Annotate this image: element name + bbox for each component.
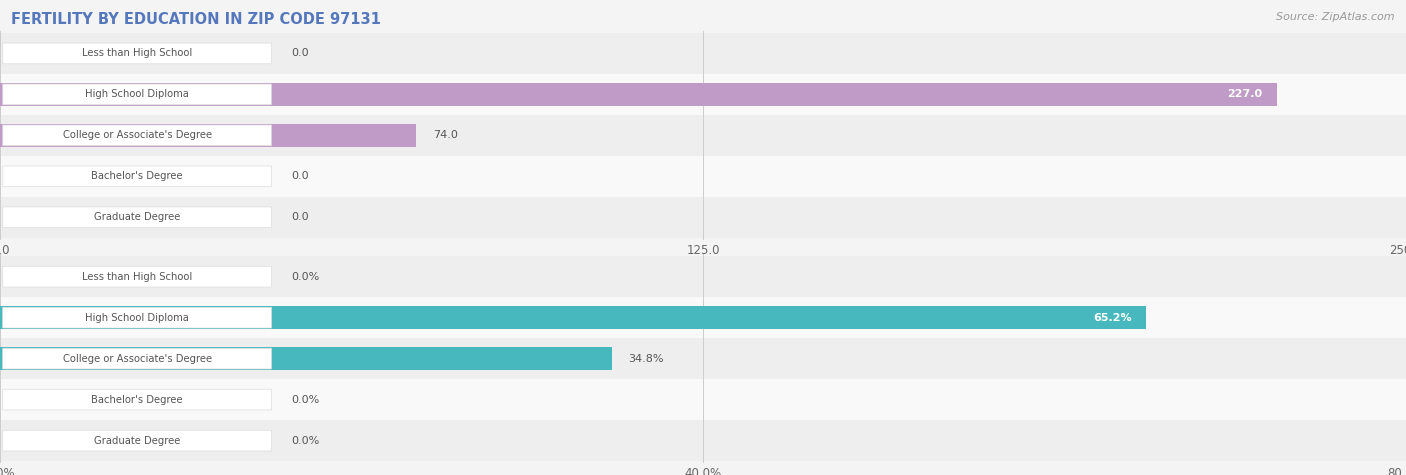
Text: FERTILITY BY EDUCATION IN ZIP CODE 97131: FERTILITY BY EDUCATION IN ZIP CODE 97131 bbox=[11, 12, 381, 27]
Bar bbox=[0, 156, 1406, 197]
Text: 0.0%: 0.0% bbox=[291, 436, 319, 446]
Text: High School Diploma: High School Diploma bbox=[86, 89, 188, 99]
Text: Source: ZipAtlas.com: Source: ZipAtlas.com bbox=[1277, 12, 1395, 22]
FancyBboxPatch shape bbox=[3, 166, 271, 187]
Text: 0.0: 0.0 bbox=[291, 212, 309, 222]
Text: 74.0: 74.0 bbox=[433, 130, 458, 141]
Text: Bachelor's Degree: Bachelor's Degree bbox=[91, 171, 183, 181]
Bar bbox=[0, 74, 1406, 115]
FancyBboxPatch shape bbox=[3, 84, 271, 105]
Text: Graduate Degree: Graduate Degree bbox=[94, 212, 180, 222]
FancyBboxPatch shape bbox=[3, 43, 271, 64]
Bar bbox=[0, 420, 1406, 461]
Bar bbox=[0, 124, 416, 147]
Text: 0.0: 0.0 bbox=[291, 171, 309, 181]
FancyBboxPatch shape bbox=[3, 389, 271, 410]
Text: 0.0%: 0.0% bbox=[291, 395, 319, 405]
Bar bbox=[0, 83, 1277, 105]
Text: 0.0: 0.0 bbox=[291, 48, 309, 58]
Bar bbox=[0, 256, 1406, 297]
FancyBboxPatch shape bbox=[3, 266, 271, 287]
Text: Graduate Degree: Graduate Degree bbox=[94, 436, 180, 446]
Text: 0.0%: 0.0% bbox=[291, 272, 319, 282]
Bar bbox=[0, 197, 1406, 238]
FancyBboxPatch shape bbox=[3, 348, 271, 369]
Bar bbox=[0, 347, 612, 370]
Text: Less than High School: Less than High School bbox=[82, 272, 193, 282]
Text: Bachelor's Degree: Bachelor's Degree bbox=[91, 395, 183, 405]
Bar bbox=[0, 338, 1406, 379]
FancyBboxPatch shape bbox=[3, 125, 271, 146]
FancyBboxPatch shape bbox=[3, 307, 271, 328]
FancyBboxPatch shape bbox=[3, 430, 271, 451]
Bar bbox=[0, 115, 1406, 156]
Text: Less than High School: Less than High School bbox=[82, 48, 193, 58]
Text: 65.2%: 65.2% bbox=[1094, 313, 1132, 323]
Bar bbox=[0, 379, 1406, 420]
Bar bbox=[0, 306, 1146, 329]
FancyBboxPatch shape bbox=[3, 207, 271, 228]
Text: High School Diploma: High School Diploma bbox=[86, 313, 188, 323]
Text: 34.8%: 34.8% bbox=[628, 353, 664, 364]
Text: College or Associate's Degree: College or Associate's Degree bbox=[62, 353, 212, 364]
Text: 227.0: 227.0 bbox=[1227, 89, 1263, 99]
Text: College or Associate's Degree: College or Associate's Degree bbox=[62, 130, 212, 141]
Bar bbox=[0, 297, 1406, 338]
Bar bbox=[0, 33, 1406, 74]
